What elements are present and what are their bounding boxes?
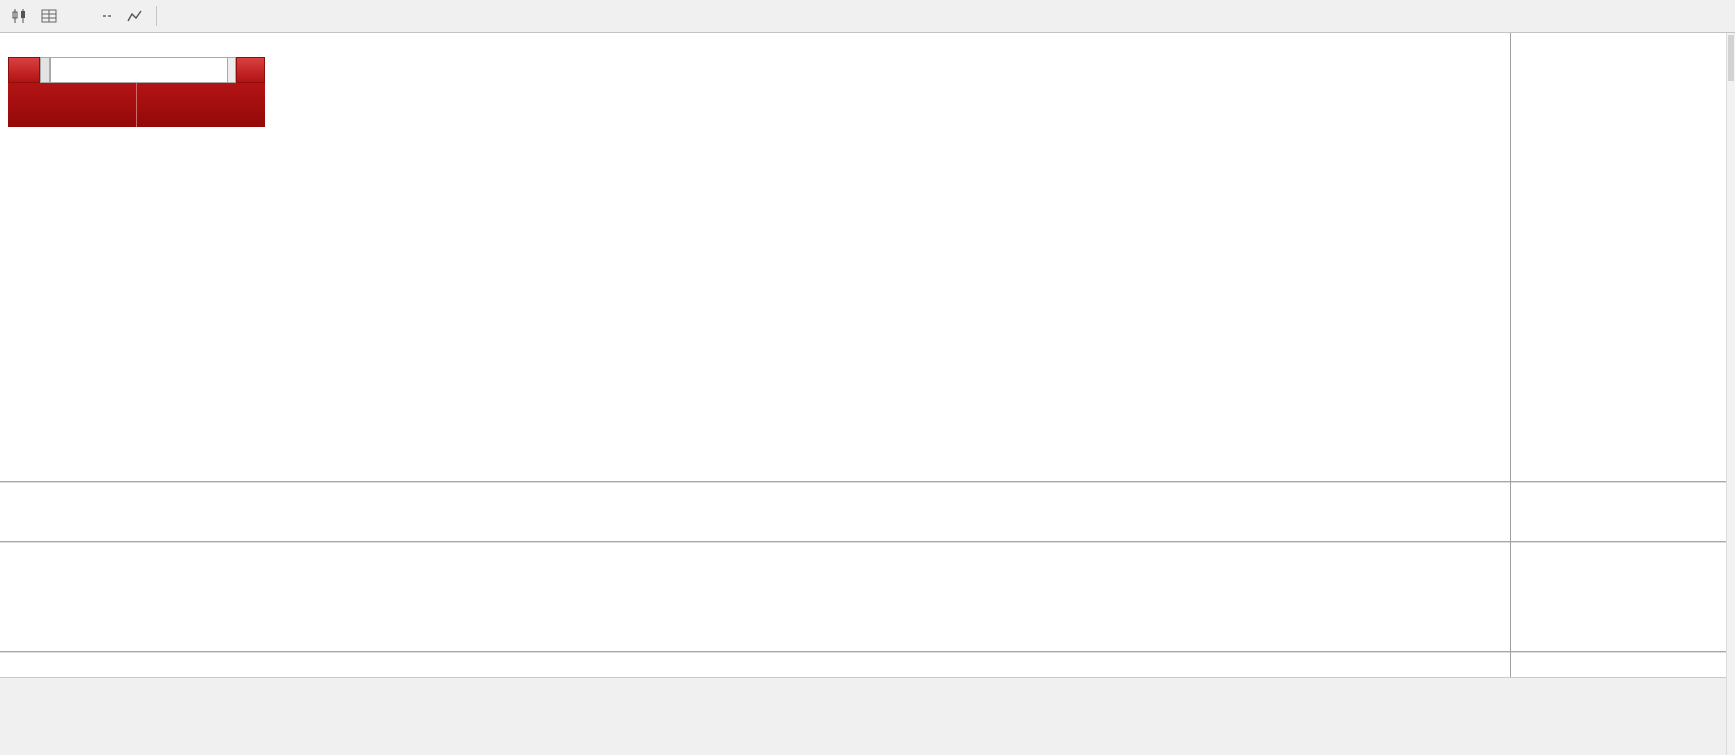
panel-splitter[interactable] (0, 651, 1735, 653)
price-chart-panel[interactable] (0, 33, 1735, 481)
drawing-tools-icon[interactable] (122, 4, 149, 28)
stepper-down-icon[interactable] (228, 70, 236, 82)
symbol-ohlc-title (12, 41, 16, 55)
volume-stepper[interactable] (227, 57, 237, 83)
volume-dropdown-icon[interactable] (40, 57, 50, 83)
zigzag-glyph (126, 10, 142, 22)
one-click-price-row (8, 83, 265, 127)
panel-splitter[interactable] (0, 541, 1735, 543)
buy-button[interactable] (236, 57, 265, 83)
scrollbar-thumb[interactable] (1728, 35, 1734, 81)
panel-splitter[interactable] (0, 481, 1735, 483)
macd-svg (0, 483, 1510, 541)
one-click-trading-widget (8, 57, 265, 127)
chart-toolbar (0, 0, 1735, 33)
indicator-list-icon[interactable] (35, 4, 62, 28)
volume-input[interactable] (49, 57, 228, 83)
rsi-svg (0, 543, 1510, 651)
candlestick-chart-icon[interactable] (6, 4, 33, 28)
grid-glyph (41, 9, 56, 23)
cursor-tool-icon[interactable] (64, 4, 91, 28)
macd-indicator-panel[interactable] (0, 483, 1735, 541)
buy-price[interactable] (137, 83, 265, 127)
rsi-indicator-panel[interactable] (0, 543, 1735, 651)
vertical-scrollbar[interactable] (1726, 33, 1735, 755)
candlestick-glyph (12, 9, 25, 23)
stepper-up-icon[interactable] (228, 58, 236, 70)
window-bottom-strip (0, 677, 1735, 755)
one-click-top-row (8, 57, 265, 83)
sell-price[interactable] (8, 83, 137, 127)
tool-label (102, 15, 111, 17)
sell-button[interactable] (8, 57, 41, 83)
time-axis[interactable] (0, 653, 1735, 677)
toolbar-separator (156, 6, 157, 26)
price-axis-line (1510, 33, 1511, 677)
text-tool-icon[interactable] (93, 4, 120, 28)
